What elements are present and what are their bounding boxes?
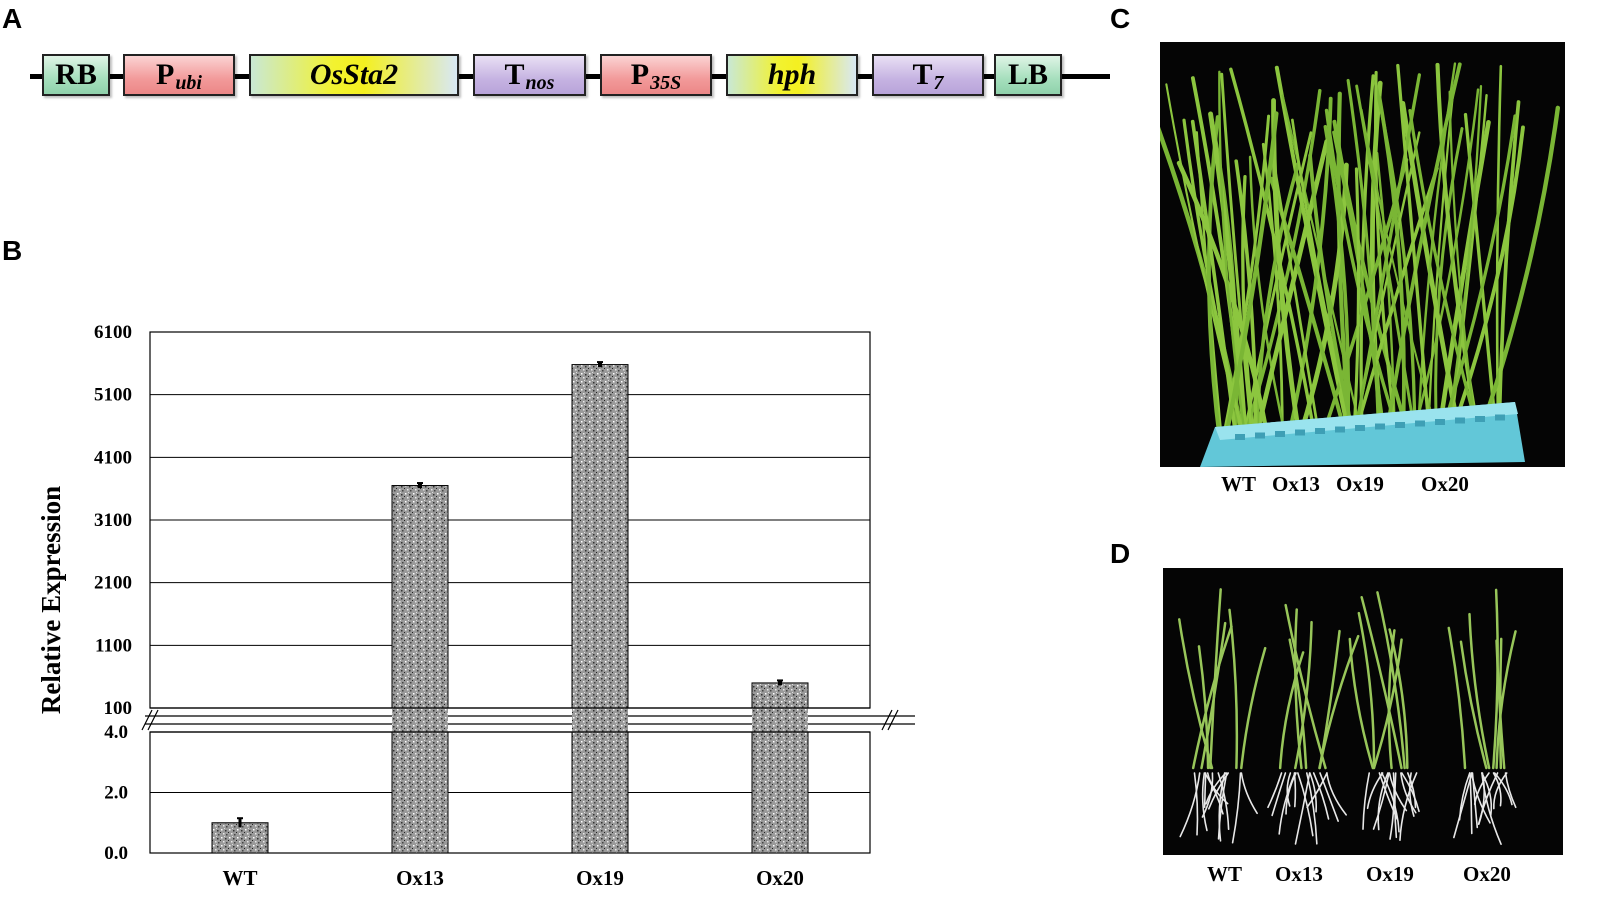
bar-ox13-bridge [392,708,448,732]
bar-ox13-lower [391,731,449,854]
panel-label-b: B [2,235,23,266]
bar-ox19 [571,364,629,709]
y-tick-label: 3100 [94,510,132,531]
x-category-label: Ox13 [396,866,444,890]
bar-ox13 [391,485,449,709]
y-tick-label: 100 [104,698,133,719]
break-slash [141,709,153,731]
photo-c-label-ox13: Ox13 [1272,472,1320,496]
bar-ox20-bridge [752,708,808,732]
panel-label-c: C [1110,3,1131,34]
photo-c-seedlings-tray [1160,42,1565,467]
construct-element-lb: LB [994,54,1062,96]
seedlings-roots-image [1163,568,1563,855]
y-tick-label: 5100 [94,385,132,406]
error-bars [150,361,870,828]
construct-element-rb: RB [42,54,110,96]
photo-d-label-ox13: Ox13 [1275,862,1323,886]
bar-ox19-lower [571,731,629,854]
seedlings-tray-image [1160,42,1565,467]
bar-ox19-bridge [572,708,628,732]
construct-element-ossta2: OsSta2 [249,54,459,96]
x-category-labels: WT Ox13 Ox19 Ox20 [222,866,803,890]
expression-bar-chart: 100 1100 2100 3100 4100 5100 6100 0.0 2.0 4.0 WT O… [36,322,915,890]
y-tick-label: 2.0 [104,783,128,804]
photo-d-seedlings-roots [1163,568,1563,855]
upper-gridlines [150,331,870,709]
photo-d-label-ox19: Ox19 [1366,862,1414,886]
photo-d-label-wt: WT [1207,862,1243,886]
y-axis-label: Relative Expression [36,486,66,714]
photo-c-label-ox20: Ox20 [1421,472,1469,496]
photo-c-label-ox19: Ox19 [1336,472,1384,496]
photo-c-label-wt: WT [1221,472,1257,496]
y-tick-labels: 100 1100 2100 3100 4100 5100 6100 0.0 2.0 4.0 [94,322,132,864]
x-category-label: Ox19 [576,866,624,890]
panel-label-d: D [1110,538,1131,569]
bars [211,364,809,854]
break-slash [147,709,159,731]
y-tick-label: 2100 [94,573,132,594]
y-tick-label: 4.0 [104,722,128,743]
y-tick-label: 1100 [95,635,132,656]
break-gap [132,709,912,731]
break-slash [881,709,893,731]
construct-element-hph: hph [726,54,858,96]
bar-ox20 [751,682,809,709]
y-tick-label: 0.0 [104,843,128,864]
break-slash [887,709,899,731]
y-tick-label: 6100 [94,322,132,343]
x-category-label: WT [222,866,257,890]
y-tick-label: 4100 [94,447,132,468]
x-category-label: Ox20 [756,866,804,890]
bar-ox20-lower [751,731,809,854]
construct-element-p35s: P 35S [600,54,712,96]
photo-d-label-ox20: Ox20 [1463,862,1511,886]
panel-label-a: A [2,3,23,34]
